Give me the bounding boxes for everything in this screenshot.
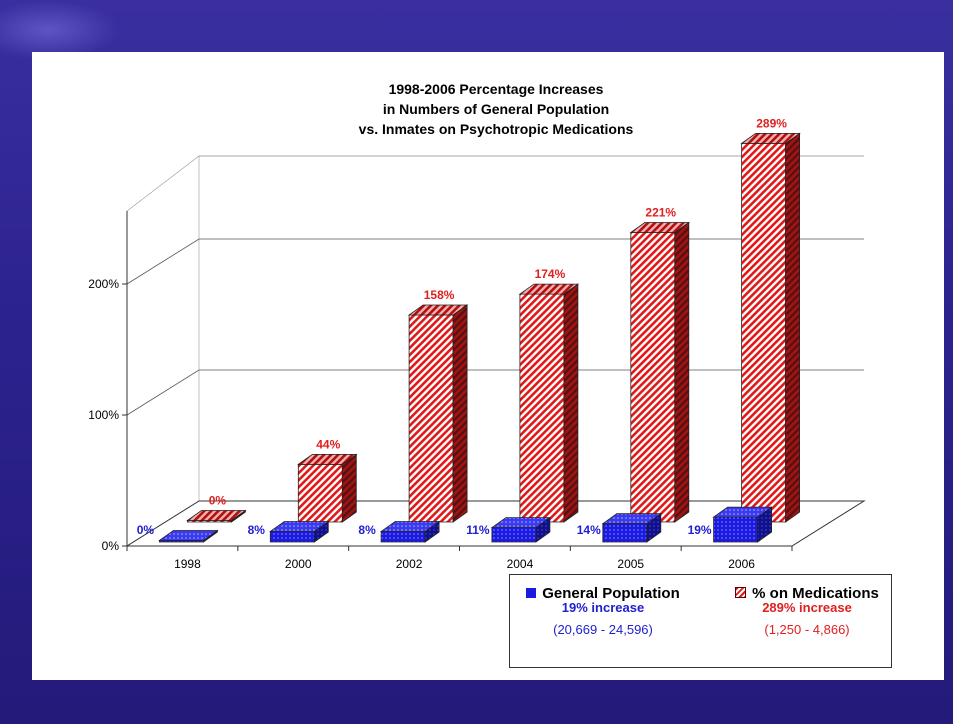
left-wall — [126, 155, 200, 547]
data-label-medications: 44% — [316, 437, 340, 451]
legend-meds-swatch — [735, 587, 747, 598]
legend-general-label-row: General Population — [518, 585, 688, 602]
chart-title-line-2: in Numbers of General Population — [383, 101, 609, 117]
y-tick-label: 100% — [88, 408, 119, 422]
data-label-general-population: 19% — [688, 523, 712, 537]
bar-general-population — [601, 512, 663, 543]
legend-general-range: (20,669 - 24,596) — [553, 622, 653, 637]
x-tick-label: 1998 — [174, 557, 201, 571]
data-label-general-population: 8% — [248, 523, 266, 537]
data-label-medications: 221% — [645, 205, 676, 219]
data-label-general-population: 0% — [137, 523, 155, 537]
y-tick-label: 0% — [102, 539, 120, 553]
legend-meds: % on Medications 289% increase (1,250 - … — [732, 585, 882, 637]
data-label-medications: 174% — [535, 267, 566, 281]
bar-medications — [186, 509, 247, 523]
bar-chart: 1998-2006 Percentage Increases in Number… — [88, 81, 866, 571]
bar-medications — [407, 304, 469, 523]
bar-general-population — [158, 529, 219, 543]
x-tick-label: 2005 — [617, 557, 644, 571]
bar-medications — [740, 132, 801, 523]
legend: General Population 19% increase (20,669 … — [509, 574, 892, 668]
data-label-medications: 158% — [424, 288, 455, 302]
bar-general-population — [269, 520, 330, 543]
legend-meds-range: (1,250 - 4,866) — [764, 622, 850, 637]
legend-general: General Population 19% increase (20,669 … — [518, 585, 688, 637]
data-label-medications: 0% — [209, 494, 227, 508]
bar-general-population — [712, 506, 773, 543]
chart-title-line-1: 1998-2006 Percentage Increases — [389, 81, 604, 97]
data-label-medications: 289% — [756, 116, 787, 130]
legend-general-label: General Population — [542, 585, 680, 602]
bar-medications — [518, 283, 580, 523]
x-tick-label: 2000 — [285, 557, 312, 571]
x-tick-label: 2006 — [728, 557, 755, 571]
chart-panel: 1998-2006 Percentage Increases in Number… — [32, 52, 944, 680]
chart-marks: 0% 44% 158% 174% 221% 289% 0% 8% 8% 11% 14% 19% — [137, 116, 801, 543]
legend-general-increase: 19% increase — [561, 600, 645, 615]
legend-general-swatch — [526, 588, 537, 598]
data-label-general-population: 8% — [358, 523, 376, 537]
legend-meds-label-row: % on Medications — [732, 585, 882, 602]
data-label-general-population: 14% — [577, 523, 601, 537]
bar-general-population — [490, 516, 552, 543]
chart-title-line-3: vs. Inmates on Psychotropic Medications — [359, 121, 634, 137]
x-tick-label: 2004 — [507, 557, 534, 571]
bar-medications — [297, 453, 358, 523]
bar-general-population — [379, 520, 441, 543]
data-label-general-population: 11% — [466, 523, 490, 537]
x-tick-label: 2002 — [396, 557, 423, 571]
bar-medications — [629, 221, 691, 523]
legend-meds-label: % on Medications — [752, 585, 879, 602]
y-tick-label: 200% — [88, 277, 119, 291]
legend-meds-increase: 289% increase — [762, 600, 852, 615]
